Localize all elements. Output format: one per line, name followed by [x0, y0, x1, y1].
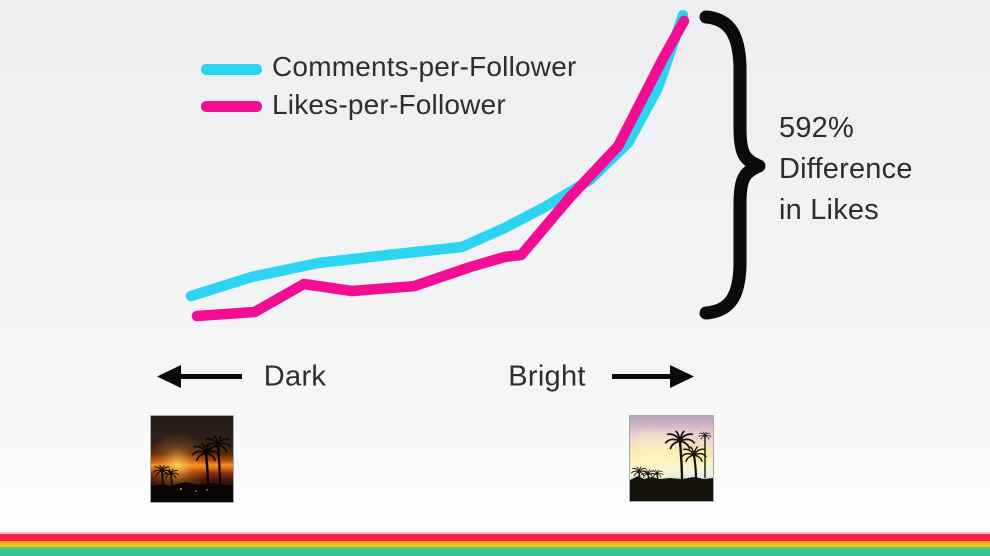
stripe-red	[0, 534, 990, 541]
stripe-orange	[0, 541, 990, 547]
bright-direction-arrow-icon	[612, 365, 694, 388]
series-line-comments-per-follower	[185, 9, 689, 302]
legend-label-comments: Comments-per-Follower	[272, 51, 577, 82]
legend-label-likes: Likes-per-Follower	[272, 89, 506, 120]
dark-direction-arrow-icon	[157, 365, 242, 388]
curly-brace	[699, 10, 766, 320]
legend-swatch	[201, 101, 262, 112]
stripe-pink	[0, 532, 990, 534]
series-line-likes-per-follower	[191, 15, 690, 322]
annotation-line-3: in Likes	[779, 194, 879, 226]
annotation-line-1: 592%	[779, 112, 854, 144]
axis-label-bright: Bright	[508, 360, 586, 393]
axis-label-dark: Dark	[263, 360, 327, 393]
dark-sunset-photo	[150, 415, 234, 503]
legend-swatch	[201, 64, 262, 75]
series-lines	[185, 9, 690, 322]
annotation-line-2: Difference	[779, 153, 913, 185]
difference-annotation: 592% Difference in Likes	[779, 108, 949, 231]
stripe-green	[0, 547, 990, 556]
bright-sunset-photo	[629, 415, 714, 502]
rainbow-stripe	[0, 532, 990, 556]
